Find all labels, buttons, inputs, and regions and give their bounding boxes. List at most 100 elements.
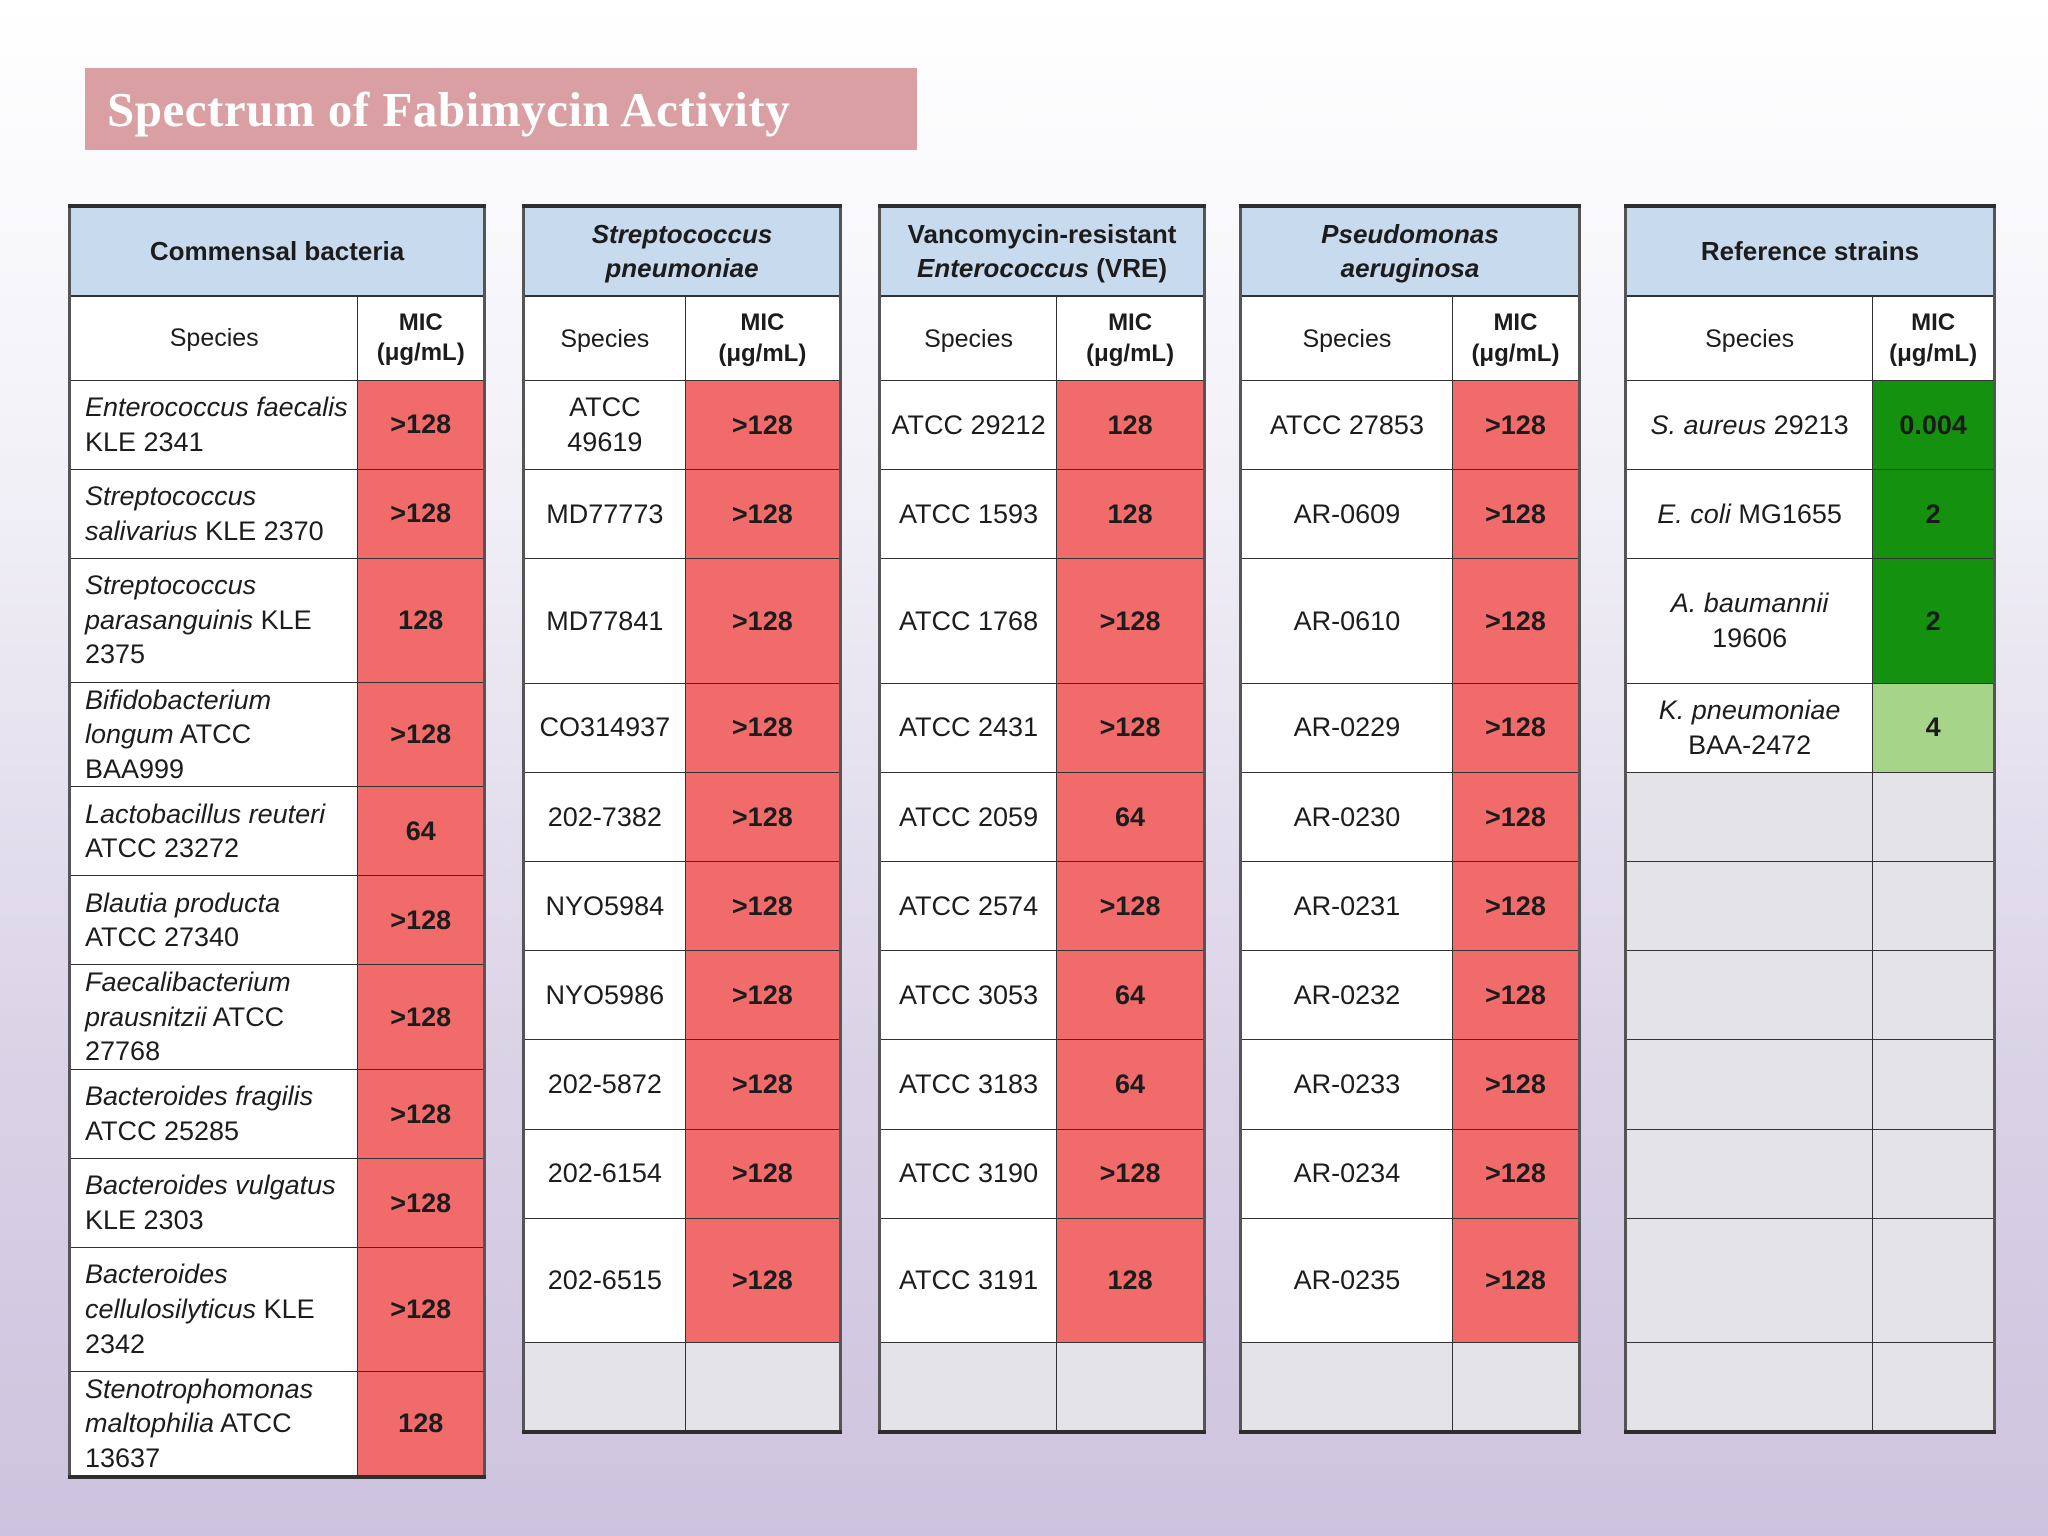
mic-header: MIC (μg/mL): [1056, 295, 1205, 381]
empty-cell: [1872, 1217, 1995, 1344]
pneumoniae-table: Streptococcus pneumoniae Species MIC (μg/m…: [522, 204, 842, 1434]
mic-cell: >128: [684, 469, 842, 560]
empty-cell: [1624, 950, 1874, 1041]
empty-cell: [684, 1342, 842, 1433]
species-cell: AR-0610: [1240, 558, 1453, 684]
species-cell: A. baumannii 19606: [1624, 558, 1874, 684]
mic-header: MIC (μg/mL): [357, 295, 485, 381]
pneumoniae-panel: Streptococcus pneumoniae Species MIC (μg/m…: [522, 204, 842, 1434]
species-cell: ATCC 49619: [523, 379, 686, 471]
mic-cell: 0.004: [1872, 379, 1995, 471]
mic-cell: >128: [1451, 861, 1581, 952]
mic-cell: 128: [1056, 379, 1205, 471]
mic-cell: 64: [1056, 950, 1205, 1041]
mic-cell: >128: [357, 681, 485, 788]
species-cell: ATCC 1593: [878, 469, 1058, 560]
species-cell: Enterococcus faecalis KLE 2341: [68, 379, 359, 470]
empty-cell: [1624, 1217, 1874, 1344]
mic-cell: 64: [1056, 1039, 1205, 1130]
species-cell: ATCC 3183: [878, 1039, 1058, 1130]
species-cell: ATCC 27853: [1240, 379, 1453, 471]
pneumoniae-title: Streptococcus pneumoniae: [523, 205, 841, 298]
commensal-title: Commensal bacteria: [69, 205, 485, 297]
empty-cell: [878, 1342, 1058, 1433]
empty-cell: [1056, 1342, 1205, 1433]
empty-cell: [1624, 771, 1874, 863]
mic-cell: >128: [357, 379, 485, 470]
vre-title: Vancomycin-resistant Enterococcus (VRE): [879, 205, 1205, 298]
species-cell: AR-0234: [1240, 1128, 1453, 1219]
mic-cell: >128: [1451, 682, 1581, 773]
species-cell: ATCC 3191: [878, 1217, 1058, 1344]
mic-cell: >128: [1451, 469, 1581, 560]
reference-title: Reference strains: [1625, 205, 1995, 298]
species-cell: Bacteroides vulgatus KLE 2303: [68, 1157, 359, 1248]
slide-title: Spectrum of Fabimycin Activity: [85, 68, 917, 150]
species-cell: AR-0230: [1240, 771, 1453, 863]
mic-cell: 64: [1056, 771, 1205, 863]
species-cell: NYO5986: [523, 950, 686, 1041]
mic-header: MIC (μg/mL): [1451, 295, 1581, 381]
species-cell: E. coli MG1655: [1624, 469, 1874, 560]
species-cell: Blautia producta ATCC 27340: [68, 875, 359, 966]
species-cell: S. aureus 29213: [1624, 379, 1874, 471]
species-cell: 202-7382: [523, 771, 686, 863]
species-cell: Lactobacillus reuteri ATCC 23272: [68, 786, 359, 877]
mic-cell: >128: [1056, 861, 1205, 952]
species-cell: AR-0233: [1240, 1039, 1453, 1130]
species-cell: 202-5872: [523, 1039, 686, 1130]
empty-cell: [1624, 1128, 1874, 1219]
mic-header: MIC (μg/mL): [1872, 295, 1995, 381]
mic-cell: >128: [357, 1068, 485, 1159]
species-cell: AR-0231: [1240, 861, 1453, 952]
species-cell: ATCC 1768: [878, 558, 1058, 684]
empty-cell: [523, 1342, 686, 1433]
vre-table: Vancomycin-resistant Enterococcus (VRE) S…: [878, 204, 1206, 1434]
empty-cell: [1624, 1342, 1874, 1433]
mic-cell: >128: [684, 558, 842, 684]
species-cell: K. pneumoniae BAA-2472: [1624, 682, 1874, 773]
mic-cell: >128: [684, 950, 842, 1041]
mic-cell: >128: [357, 468, 485, 559]
reference-panel: Reference strains Species MIC (μg/mL) S. …: [1624, 204, 1996, 1434]
empty-cell: [1872, 1128, 1995, 1219]
mic-cell: >128: [357, 875, 485, 966]
species-header: Species: [1240, 295, 1453, 381]
species-cell: Bacteroides cellulosilyticus KLE 2342: [68, 1246, 359, 1372]
species-cell: AR-0232: [1240, 950, 1453, 1041]
species-cell: 202-6154: [523, 1128, 686, 1219]
empty-cell: [1872, 950, 1995, 1041]
mic-cell: 2: [1872, 469, 1995, 560]
mic-cell: 128: [1056, 1217, 1205, 1344]
mic-cell: 4: [1872, 682, 1995, 773]
species-cell: ATCC 29212: [878, 379, 1058, 471]
empty-cell: [1624, 861, 1874, 952]
species-cell: 202-6515: [523, 1217, 686, 1344]
species-cell: Faecalibacterium prausnitzii ATCC 27768: [68, 964, 359, 1070]
species-cell: CO314937: [523, 682, 686, 773]
mic-cell: >128: [1056, 682, 1205, 773]
species-cell: Streptococcus parasanguinis KLE 2375: [68, 557, 359, 683]
species-cell: Bacteroides fragilis ATCC 25285: [68, 1068, 359, 1159]
species-cell: Stenotrophomonas maltophilia ATCC 13637: [68, 1370, 359, 1478]
mic-cell: >128: [1451, 379, 1581, 471]
species-cell: MD77841: [523, 558, 686, 684]
pseudomonas-panel: Pseudomonas aeruginosa Species MIC (μg/mL…: [1239, 204, 1581, 1434]
mic-cell: >128: [357, 1157, 485, 1248]
species-cell: ATCC 3190: [878, 1128, 1058, 1219]
species-cell: ATCC 2574: [878, 861, 1058, 952]
species-header: Species: [68, 295, 359, 381]
mic-cell: 128: [1056, 469, 1205, 560]
mic-cell: >128: [1056, 1128, 1205, 1219]
mic-cell: >128: [684, 682, 842, 773]
mic-cell: >128: [684, 379, 842, 471]
mic-cell: >128: [1451, 558, 1581, 684]
empty-cell: [1872, 771, 1995, 863]
slide-title-text: Spectrum of Fabimycin Activity: [107, 81, 791, 137]
mic-cell: >128: [1056, 558, 1205, 684]
mic-cell: 64: [357, 786, 485, 877]
mic-cell: >128: [357, 964, 485, 1070]
commensal-table: Commensal bacteria Species MIC (μg/mL) En…: [68, 204, 486, 1480]
species-cell: ATCC 2059: [878, 771, 1058, 863]
mic-cell: >128: [684, 1039, 842, 1130]
